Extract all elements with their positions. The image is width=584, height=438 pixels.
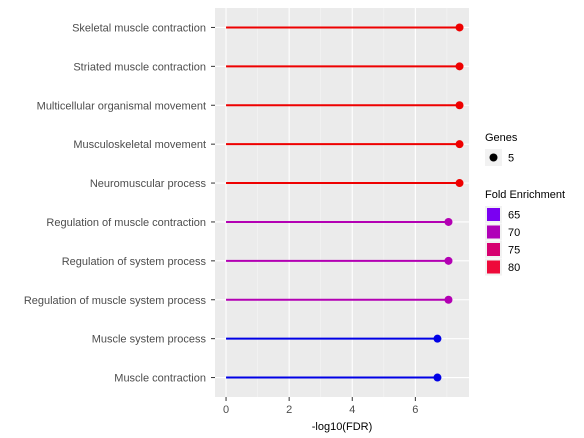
legend-genes-title: Genes: [485, 132, 518, 144]
legend-color-swatch: [487, 243, 500, 256]
lollipop-point: [444, 257, 452, 265]
y-tick-label: Regulation of system process: [62, 256, 207, 268]
y-tick-label: Muscle system process: [92, 334, 207, 346]
lollipop-point: [456, 101, 464, 109]
x-axis-title: -log10(FDR): [312, 421, 373, 433]
legend-color-label: 70: [508, 227, 520, 239]
x-tick-label: 6: [412, 404, 418, 416]
legend-color-label: 65: [508, 210, 520, 222]
x-axis: 0 2 4 6: [223, 397, 418, 416]
legend-size-dot: [490, 154, 498, 162]
legend-color-label: 75: [508, 245, 520, 257]
lollipop-point: [444, 218, 452, 226]
lollipop-point: [456, 140, 464, 148]
y-tick-label: Multicellular organismal movement: [37, 100, 206, 112]
lollipop-point: [433, 335, 441, 343]
legend-fold-enrichment-title: Fold Enrichment: [485, 189, 565, 201]
legend-color-swatch: [487, 226, 500, 239]
lollipop-point: [433, 374, 441, 382]
lollipop-point: [444, 296, 452, 304]
y-tick-label: Regulation of muscle contraction: [46, 217, 206, 229]
y-tick-label: Musculoskeletal movement: [73, 139, 206, 151]
y-tick-label: Neuromuscular process: [90, 178, 207, 190]
x-tick-label: 0: [223, 404, 229, 416]
legend: Genes 5 Fold Enrichment 65 70 75 80: [485, 132, 565, 276]
x-tick-label: 2: [286, 404, 292, 416]
legend-size-items: 5: [485, 149, 514, 166]
x-tick-label: 4: [349, 404, 355, 416]
y-tick-label: Regulation of muscle system process: [24, 295, 207, 307]
y-axis-labels: Skeletal muscle contraction Striated musc…: [24, 22, 215, 384]
legend-color-swatch: [487, 261, 500, 274]
lollipop-point: [456, 179, 464, 187]
lollipop-point: [456, 23, 464, 31]
legend-color-swatch: [487, 208, 500, 221]
legend-color-items: 65 70 75 80: [485, 206, 520, 276]
legend-size-label: 5: [508, 153, 514, 165]
y-tick-label: Skeletal muscle contraction: [72, 22, 206, 34]
lollipop-point: [456, 62, 464, 70]
y-tick-label: Striated muscle contraction: [73, 61, 206, 73]
y-tick-label: Muscle contraction: [114, 373, 206, 385]
legend-color-label: 80: [508, 262, 520, 274]
